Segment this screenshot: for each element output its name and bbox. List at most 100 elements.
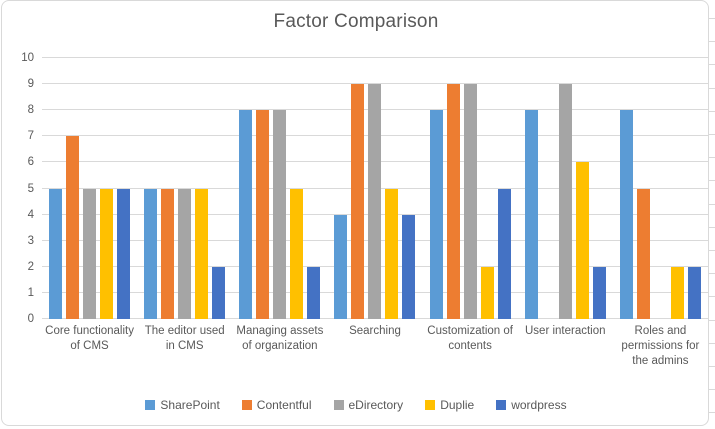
spreadsheet-row-line (708, 343, 715, 344)
bar-duplie-cat4 (385, 188, 399, 319)
legend: SharePoint Contentful eDirectory Duplie word… (2, 398, 710, 412)
bar-contentful-cat2 (161, 188, 175, 319)
legend-swatch-wordpress (496, 400, 507, 410)
bar-duplie-cat3 (290, 188, 304, 319)
bar-wordpress-cat6 (592, 266, 606, 319)
spreadsheet-row-line (708, 18, 715, 19)
legend-item-edirectory: eDirectory (333, 398, 404, 412)
bar-edirectory-cat4 (368, 84, 382, 319)
spreadsheet-row-line (708, 273, 715, 274)
spreadsheet-row-line (708, 296, 715, 297)
bar-contentful-cat4 (351, 84, 365, 319)
x-axis-labels: Core functionality of CMS The editor used… (42, 324, 708, 369)
legend-swatch-contentful (241, 400, 252, 410)
bar-edirectory-cat3 (273, 110, 287, 319)
bar-duplie-cat5 (480, 266, 494, 319)
spreadsheet-row-line (708, 366, 715, 367)
bar-sharepoint-cat3 (239, 110, 253, 319)
spreadsheet-row-line (708, 204, 715, 205)
bar-group-4 (327, 58, 422, 319)
bar-group-1 (42, 58, 137, 319)
legend-item-sharepoint: SharePoint (145, 398, 220, 412)
legend-label-edirectory: eDirectory (348, 398, 404, 412)
bar-contentful-cat1 (66, 136, 80, 319)
y-axis-labels: 0 1 2 3 4 5 6 7 8 9 10 (2, 52, 34, 325)
bar-duplie-cat2 (195, 188, 209, 319)
bar-edirectory-cat6 (558, 84, 572, 319)
legend-item-contentful: Contentful (241, 398, 312, 412)
bar-duplie-cat1 (100, 188, 114, 319)
spreadsheet-row-line (708, 134, 715, 135)
bar-contentful-cat5 (446, 84, 460, 319)
gridline-10 (42, 57, 708, 58)
bar-sharepoint-cat5 (429, 110, 443, 319)
spreadsheet-row-line (708, 111, 715, 112)
y-tick-label-2: 2 (27, 260, 34, 273)
spreadsheet-edge (708, 0, 715, 429)
spreadsheet-row-line (708, 389, 715, 390)
y-tick-label-6: 6 (27, 156, 34, 169)
legend-item-wordpress: wordpress (496, 398, 567, 412)
spreadsheet-row-line (708, 320, 715, 321)
x-axis-label-1: Core functionality of CMS (45, 325, 134, 352)
bar-group-3 (232, 58, 327, 319)
spreadsheet-row-line (708, 64, 715, 65)
spreadsheet-row-line (708, 157, 715, 158)
x-axis-label-2: The editor used in CMS (144, 325, 225, 352)
bar-wordpress-cat1 (117, 188, 131, 319)
y-tick-label-8: 8 (27, 104, 34, 117)
spreadsheet-row-line (708, 412, 715, 413)
spreadsheet-row-line (708, 88, 715, 89)
bar-duplie-cat7 (670, 266, 684, 319)
bar-duplie-cat6 (575, 162, 589, 319)
y-tick-label-3: 3 (27, 234, 34, 247)
legend-swatch-edirectory (333, 400, 344, 410)
spreadsheet-row-line (708, 41, 715, 42)
gridline-9 (42, 83, 708, 85)
bar-group-2 (137, 58, 232, 319)
bar-wordpress-cat2 (212, 266, 226, 319)
bar-sharepoint-cat4 (334, 214, 348, 319)
bar-wordpress-cat3 (307, 266, 321, 319)
bar-wordpress-cat4 (402, 214, 416, 319)
bar-edirectory-cat2 (178, 188, 192, 319)
legend-label-duplie: Duplie (440, 398, 475, 412)
y-tick-label-1: 1 (27, 286, 34, 299)
chart-title: Factor Comparison (273, 11, 439, 32)
plot-area (42, 57, 708, 319)
bar-group-7 (613, 58, 708, 319)
bar-sharepoint-cat2 (144, 188, 158, 319)
x-axis-label-7: Roles and permissions for the admins (621, 325, 700, 367)
y-tick-label-5: 5 (27, 182, 34, 195)
bar-sharepoint-cat7 (619, 110, 633, 319)
bar-edirectory-cat5 (463, 84, 477, 319)
bar-sharepoint-cat6 (524, 110, 538, 319)
legend-label-contentful: Contentful (256, 398, 312, 412)
x-axis-label-4: Searching (349, 325, 401, 337)
bar-groups (42, 58, 708, 319)
legend-label-sharepoint: SharePoint (160, 398, 220, 412)
bar-edirectory-cat1 (83, 188, 97, 319)
spreadsheet-row-line (708, 227, 715, 228)
legend-item-duplie: Duplie (425, 398, 474, 412)
x-axis-label-5: Customization of contents (427, 325, 513, 352)
bar-contentful-cat7 (636, 188, 650, 319)
legend-swatch-sharepoint (145, 400, 156, 410)
y-tick-label-9: 9 (27, 78, 34, 91)
legend-label-wordpress: wordpress (511, 398, 567, 412)
bar-wordpress-cat7 (687, 266, 701, 319)
spreadsheet-row-line (708, 180, 715, 181)
y-tick-label-4: 4 (27, 208, 34, 221)
legend-swatch-duplie (425, 400, 436, 410)
spreadsheet-row-line (708, 250, 715, 251)
bar-group-5 (423, 58, 518, 319)
y-tick-label-0: 0 (27, 313, 34, 325)
bar-contentful-cat3 (256, 110, 270, 319)
y-tick-label-10: 10 (21, 52, 34, 64)
bar-group-6 (518, 58, 613, 319)
bar-wordpress-cat5 (497, 188, 511, 319)
x-axis-label-3: Managing assets of organization (236, 325, 324, 352)
x-axis-label-6: User interaction (525, 325, 606, 337)
